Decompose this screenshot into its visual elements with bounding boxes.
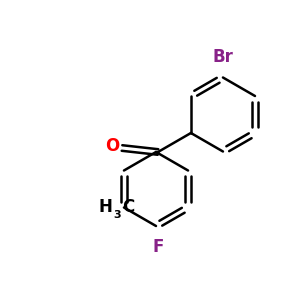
Text: C: C [122, 197, 134, 215]
Text: 3: 3 [113, 211, 121, 220]
Text: F: F [152, 238, 164, 256]
Text: O: O [105, 137, 119, 155]
Text: H: H [98, 197, 112, 215]
Text: Br: Br [212, 47, 233, 65]
